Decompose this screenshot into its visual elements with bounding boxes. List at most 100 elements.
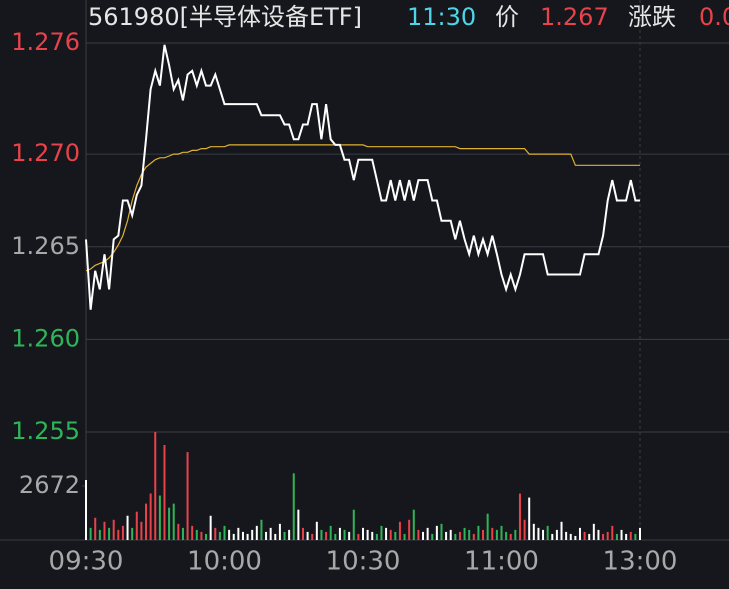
volume-bar [140, 521, 143, 540]
volume-bar [145, 503, 148, 540]
volume-bar [468, 529, 471, 540]
volume-bar [412, 509, 415, 540]
y-tick-label: 1.260 [11, 324, 80, 352]
volume-bar [458, 531, 461, 540]
volume-bar [597, 529, 600, 540]
volume-bar [523, 519, 526, 540]
volume-bar [371, 531, 374, 540]
volume-bar [117, 529, 120, 540]
volume-bar [301, 527, 304, 540]
volume-bar [426, 527, 429, 540]
volume-bar [518, 493, 521, 540]
volume-bar [578, 527, 581, 540]
volume-bar [588, 533, 591, 540]
volume-bar [486, 513, 489, 540]
volume-bar [255, 525, 258, 540]
volume-bar [532, 523, 535, 540]
volume-bar [528, 497, 531, 540]
volume-bar [634, 533, 637, 540]
volume-bar [315, 521, 318, 540]
volume-bar [135, 511, 138, 540]
y-tick-label: 1.255 [11, 417, 80, 445]
price-line [85, 44, 640, 310]
volume-bar [209, 515, 212, 540]
volume-bar [352, 509, 355, 540]
volume-bar [546, 525, 549, 540]
volume-bar [398, 521, 401, 540]
volume-bar [149, 493, 152, 540]
volume-bar [265, 531, 268, 540]
volume-bar [417, 529, 420, 540]
volume-bar [292, 473, 295, 540]
volume-bar [283, 531, 286, 540]
volume-bar [639, 527, 641, 540]
volume-bar [200, 531, 203, 540]
volume-bar [440, 523, 443, 540]
volume-bar [569, 533, 572, 540]
volume-bar [422, 531, 425, 540]
price: 1.267 [540, 3, 609, 31]
volume-bar [449, 529, 452, 540]
price-label: 价 [495, 3, 519, 31]
volume-bar [126, 515, 129, 540]
volume-bar [505, 531, 508, 540]
volume-bar [542, 529, 545, 540]
volume-bar [375, 533, 378, 540]
volume-bar [620, 529, 623, 540]
volume-bar [537, 527, 540, 540]
chart-title: 561980[半导体设备ETF] [88, 3, 362, 31]
volume-bar [297, 509, 300, 540]
volume-bar [555, 529, 558, 540]
volume-bar [108, 527, 111, 540]
volume-bar [606, 531, 609, 540]
volume-bar [389, 529, 392, 540]
volume-bar [408, 519, 411, 540]
x-tick-label: 10:30 [326, 547, 401, 577]
volume-bar [214, 527, 217, 540]
volume-bar [463, 527, 466, 540]
volume-bar [246, 533, 249, 540]
volume-bar [551, 533, 554, 540]
volume-bar [602, 533, 605, 540]
volume-bar [98, 529, 101, 540]
volume-bar [477, 525, 480, 540]
volume-bar [625, 533, 628, 540]
volume-bar [269, 527, 272, 540]
volume-bar [445, 531, 448, 540]
volume-bar [629, 531, 632, 540]
volume-bar [454, 533, 457, 540]
volume-bar [121, 525, 124, 540]
volume-bar [329, 525, 332, 540]
volume-bar [85, 479, 87, 540]
volume-bar [205, 533, 208, 540]
volume-bar [154, 432, 157, 540]
volume-bar [338, 527, 341, 540]
volume-bar [112, 519, 115, 540]
volume-bar [472, 533, 475, 540]
x-tick-label: 13:00 [603, 547, 678, 577]
volume-bar [191, 525, 194, 540]
y-tick-label: 1.265 [11, 232, 80, 260]
volume-bar [168, 507, 171, 540]
volume-bar [237, 527, 240, 540]
volume-bar [611, 525, 614, 540]
volume-bar [592, 523, 595, 540]
volume-bar [574, 535, 577, 540]
volume-bar [380, 525, 383, 540]
x-tick-label: 09:30 [49, 547, 124, 577]
volume-bar [343, 529, 346, 540]
volume-bar [218, 531, 221, 540]
y-tick-label: 1.276 [11, 28, 80, 56]
volume-bar [500, 525, 503, 540]
volume-bar [89, 527, 92, 540]
volume-bar [131, 527, 134, 540]
volume-bar [583, 531, 586, 540]
volume-bar [195, 529, 198, 540]
volume-bar [232, 533, 235, 540]
volume-bar [223, 525, 226, 540]
volume-bar [362, 527, 364, 540]
volume-bar [366, 529, 369, 540]
change: 0.0 [699, 3, 729, 31]
